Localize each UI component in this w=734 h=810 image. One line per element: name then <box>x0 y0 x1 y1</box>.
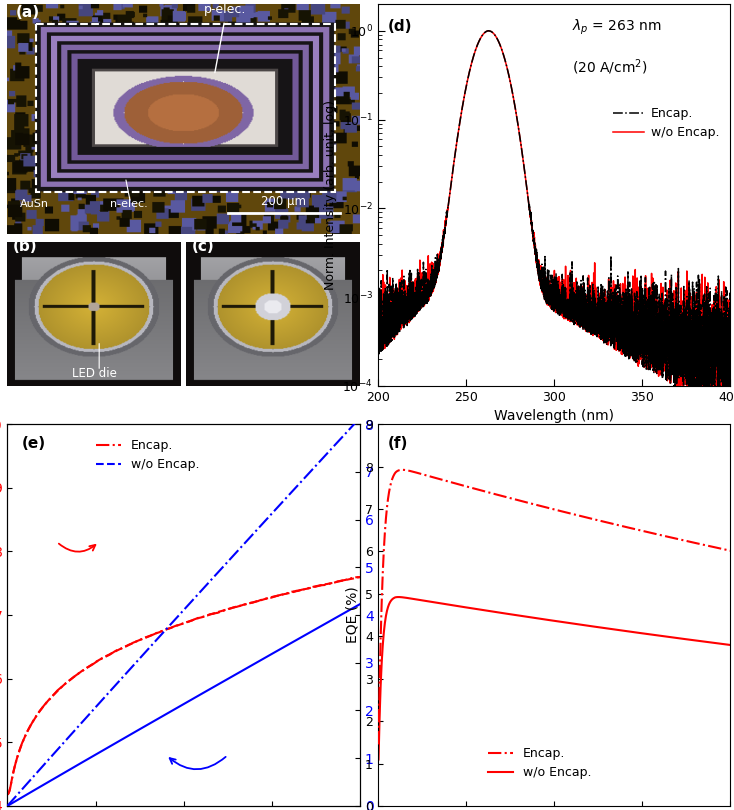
Encap. <box>145 631 154 641</box>
Line: Encap.: Encap. <box>7 577 360 795</box>
Text: (f): (f) <box>388 436 409 450</box>
w/o Encap. <box>484 26 493 36</box>
w/o Encap. <box>529 613 538 623</box>
w/o Encap. <box>517 611 526 620</box>
Encap. <box>374 740 383 749</box>
w/o Encap. <box>3 790 12 799</box>
Encap. <box>669 381 678 390</box>
Encap. <box>715 381 724 390</box>
Legend: Encap., w/o Encap.: Encap., w/o Encap. <box>483 742 596 784</box>
w/o Encap. <box>374 755 383 765</box>
w/o Encap. <box>39 701 48 711</box>
Text: (d): (d) <box>388 19 413 34</box>
Line: w/o Encap.: w/o Encap. <box>378 31 730 386</box>
Legend: Encap., w/o Encap.: Encap., w/o Encap. <box>91 434 205 476</box>
Encap. <box>726 325 734 335</box>
Line: Encap.: Encap. <box>379 470 730 744</box>
Y-axis label: Norm. Intensity (arb. unit, log): Norm. Intensity (arb. unit, log) <box>324 100 337 290</box>
w/o Encap. <box>672 381 681 390</box>
w/o Encap. <box>284 588 293 598</box>
Encap. <box>355 572 364 582</box>
w/o Encap. <box>394 592 403 602</box>
w/o Encap. <box>410 595 419 604</box>
w/o Encap. <box>726 640 734 650</box>
w/o Encap. <box>698 347 707 356</box>
Encap. <box>159 626 167 636</box>
Line: Encap.: Encap. <box>378 31 730 386</box>
Legend: Encap., w/o Encap.: Encap., w/o Encap. <box>608 102 724 144</box>
w/o Encap. <box>616 625 625 635</box>
w/o Encap. <box>278 590 287 599</box>
w/o Encap. <box>649 630 658 640</box>
w/o Encap. <box>726 381 734 390</box>
Encap. <box>529 500 538 509</box>
Encap. <box>541 289 550 299</box>
Text: (20 A/cm$^2$): (20 A/cm$^2$) <box>572 58 647 77</box>
Encap. <box>726 546 734 556</box>
Text: (e): (e) <box>21 436 46 450</box>
Text: $\lambda_p$ = 263 nm: $\lambda_p$ = 263 nm <box>572 18 661 37</box>
Encap. <box>524 198 533 208</box>
Encap. <box>616 521 625 531</box>
w/o Encap. <box>159 626 167 636</box>
w/o Encap. <box>715 292 724 301</box>
Line: w/o Encap.: w/o Encap. <box>379 597 730 760</box>
Text: p-elec.: p-elec. <box>203 3 246 16</box>
Encap. <box>284 588 293 598</box>
w/o Encap. <box>374 329 382 339</box>
Encap. <box>278 590 287 599</box>
Text: LED die: LED die <box>72 367 117 380</box>
w/o Encap. <box>655 631 664 641</box>
Text: (a): (a) <box>16 5 40 20</box>
X-axis label: Wavelength (nm): Wavelength (nm) <box>494 409 614 424</box>
Encap. <box>410 467 419 477</box>
Bar <box>37 24 335 192</box>
Encap. <box>245 599 254 608</box>
Encap. <box>655 530 664 539</box>
Encap. <box>517 497 526 506</box>
Encap. <box>698 342 707 352</box>
w/o Encap. <box>245 599 254 608</box>
Encap. <box>649 529 658 539</box>
Text: n-elec.: n-elec. <box>110 198 148 208</box>
Encap. <box>355 572 364 582</box>
Y-axis label: EQE (%): EQE (%) <box>345 586 359 643</box>
Text: (b): (b) <box>12 240 37 254</box>
w/o Encap. <box>521 176 530 185</box>
Y-axis label: Light Output Power (mW): Light Output Power (mW) <box>379 526 393 703</box>
w/o Encap. <box>524 198 533 208</box>
Encap. <box>39 701 48 711</box>
w/o Encap. <box>145 631 154 641</box>
Text: AuSn: AuSn <box>20 198 49 208</box>
Text: (c): (c) <box>192 240 214 254</box>
Encap. <box>398 465 407 475</box>
Encap. <box>521 176 530 185</box>
w/o Encap. <box>355 572 364 582</box>
Encap. <box>374 329 382 339</box>
w/o Encap. <box>541 296 550 305</box>
Encap. <box>3 790 12 799</box>
Text: 200 μm: 200 μm <box>261 194 306 207</box>
Encap. <box>484 26 493 36</box>
Encap. <box>630 315 639 325</box>
w/o Encap. <box>630 333 639 343</box>
Line: w/o Encap.: w/o Encap. <box>7 577 360 795</box>
